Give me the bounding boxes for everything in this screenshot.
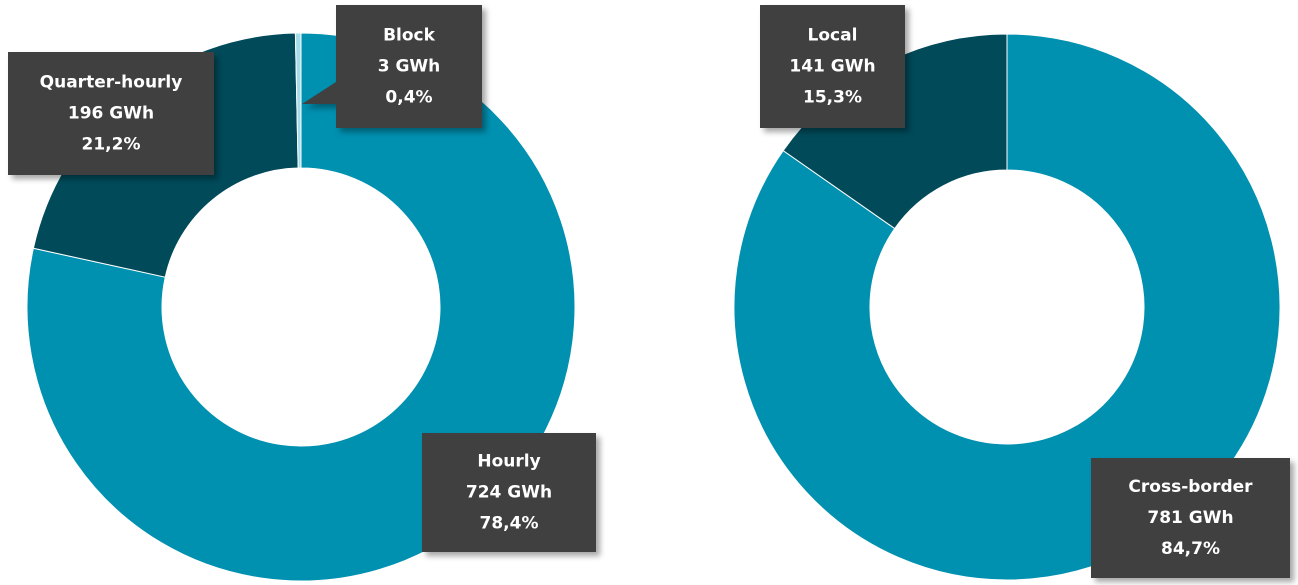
data-label — [1091, 458, 1290, 578]
percent-label: 84,7% — [1161, 539, 1220, 559]
data-label — [302, 5, 482, 128]
data-label — [8, 52, 214, 175]
label-box — [336, 5, 482, 128]
value-label: 3 GWh — [378, 57, 441, 77]
value-label: 196 GWh — [68, 104, 154, 124]
category-label: Hourly — [477, 452, 540, 472]
label-box — [422, 433, 596, 552]
percent-label: 15,3% — [803, 88, 862, 108]
category-label: Quarter-hourly — [40, 73, 183, 93]
data-label — [422, 433, 596, 552]
percent-label: 0,4% — [385, 88, 432, 108]
category-label: Cross-border — [1128, 477, 1253, 497]
data-label — [760, 5, 905, 128]
label-box — [1091, 458, 1290, 578]
category-label: Local — [808, 26, 858, 46]
donut-segment — [733, 33, 1281, 581]
donut-segment — [294, 32, 302, 169]
category-label: Block — [383, 26, 436, 46]
value-label: 141 GWh — [789, 57, 875, 77]
label-box — [760, 5, 905, 128]
label-box — [8, 52, 214, 175]
value-label: 781 GWh — [1147, 508, 1233, 528]
percent-label: 21,2% — [82, 135, 141, 155]
label-pointer — [302, 82, 336, 104]
percent-label: 78,4% — [480, 514, 539, 534]
value-label: 724 GWh — [466, 483, 552, 503]
